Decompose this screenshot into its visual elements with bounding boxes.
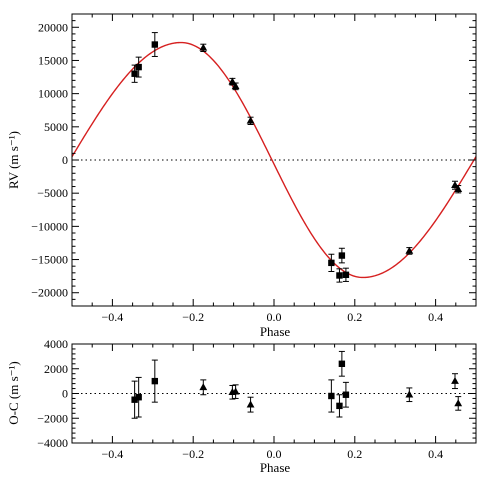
oc-y-tick-label: −4000 [37,436,68,450]
rv-y-tick-label: −20000 [31,286,68,300]
oc-square-point [131,396,138,403]
oc-y-tick-label: 0 [62,387,68,401]
rv-triangle-point [246,116,255,124]
oc-x-tick-label: −0.4 [102,447,124,461]
rv-square-point [328,259,335,267]
rv-square-point [135,63,142,71]
rv-x-tick-label: 0.4 [428,310,443,324]
oc-panel: O-C (m s⁻¹) Phase −0.4 −0.2 0.0 0.2 0.4 −4000… [6,337,477,475]
oc-y-axis-label: O-C (m s⁻¹) [6,361,21,424]
rv-y-tick-label: −15000 [31,253,68,267]
rv-square-point [338,252,346,259]
oc-x-tick-label: −0.2 [182,447,204,461]
rv-triangle-point [451,181,459,189]
oc-y-tick-label: 4000 [44,337,68,351]
oc-y-tick-label: 2000 [44,362,68,376]
rv-x-axis-label: Phase [260,324,291,339]
rv-triangle-point [199,43,208,51]
rv-y-tick-label: 5000 [44,120,68,134]
rv-y-tick-label: 20000 [38,20,68,34]
oc-triangle-point [451,376,459,384]
rv-square-point [131,70,138,77]
rv-triangle-point [231,82,240,90]
rv-panel: RV (m s⁻¹) Phase −0.4 −0.2 0.0 0.2 0.4 −20000… [6,13,477,339]
rv-square-point [336,272,343,279]
oc-triangle-point [199,383,208,391]
oc-square-point [328,392,335,400]
rv-x-tick-label: −0.4 [102,310,124,324]
rv-y-tick-label: 0 [62,153,68,167]
rv-y-tick-label: 15000 [38,53,68,67]
oc-triangle-point [454,399,463,407]
oc-y-tick-label: −2000 [37,411,68,425]
oc-triangle-point [231,387,240,395]
rv-square-point [151,41,159,48]
rv-x-tick-label: −0.2 [182,310,204,324]
rv-x-tick-label: 0.2 [347,310,362,324]
oc-triangle-point [246,400,255,408]
rv-y-tick-label: 10000 [38,87,68,101]
rv-y-axis-label: RV (m s⁻¹) [6,131,21,189]
oc-square-point [336,402,343,410]
oc-triangle-point [405,390,414,398]
rv-x-tick-label: 0.0 [267,310,282,324]
rv-square-point [342,271,350,279]
oc-x-axis-label: Phase [260,460,291,475]
oc-x-tick-label: 0.4 [428,447,443,461]
oc-square-point [342,391,350,398]
rv-triangle-point [454,185,463,192]
oc-x-tick-label: 0.2 [347,447,362,461]
rv-y-tick-label: −10000 [31,219,68,233]
rv-y-tick-label: −5000 [37,186,68,200]
oc-square-point [151,377,159,385]
oc-square-point [135,394,142,401]
rv-triangle-point [405,246,414,254]
oc-square-point [338,360,346,367]
oc-x-tick-label: 0.0 [267,447,282,461]
